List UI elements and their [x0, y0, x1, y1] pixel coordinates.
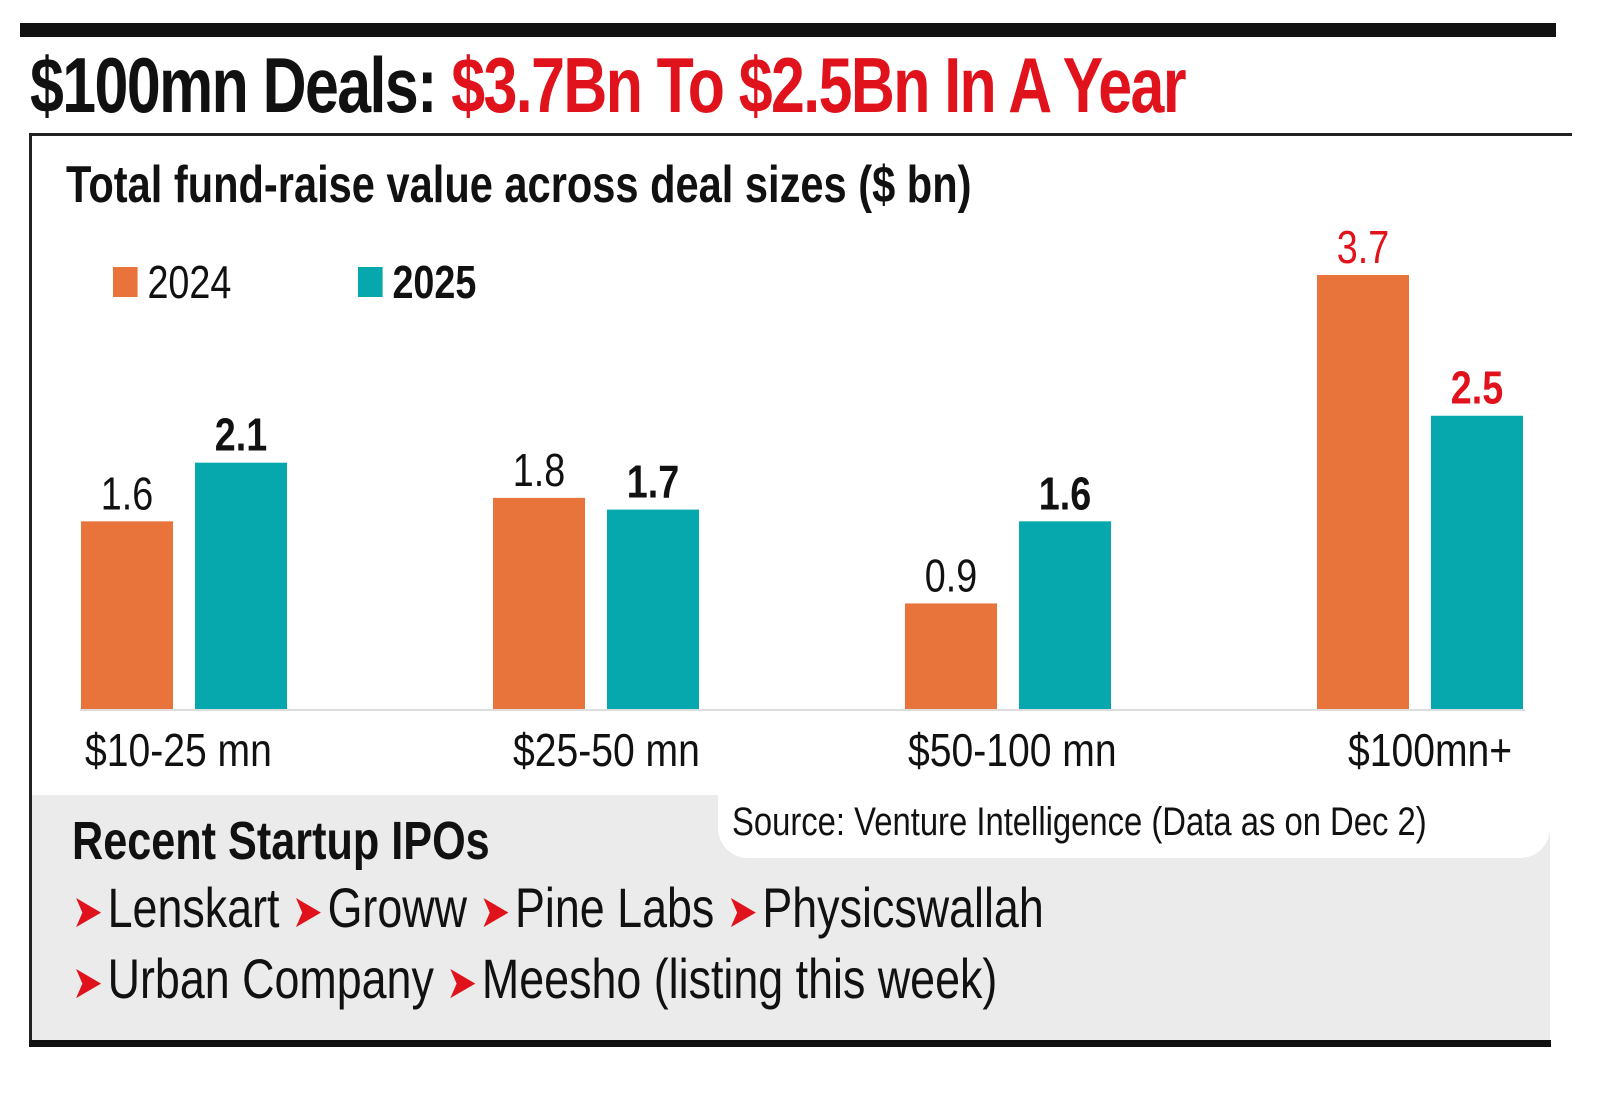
bar-chart: 1.6 2.1 $10-25 mn 1.8 1.7 $25-50 mn 0.9 1.6 $50-… — [80, 221, 1525, 777]
chevron-right-icon: ➤ — [726, 885, 758, 937]
legend-swatch-2025 — [358, 267, 383, 297]
ipo-item: Meesho (listing this week) — [481, 947, 998, 1010]
ipo-title: Recent Startup IPOs — [72, 811, 490, 871]
bar-2024-2 — [905, 603, 997, 709]
legend-item-2024: 2024 — [113, 255, 231, 309]
x-tick-label: $50-100 mn — [908, 725, 1117, 777]
headline: $100mn Deals: $3.7Bn To $2.5Bn In A Year — [30, 40, 1187, 131]
chevron-right-icon: ➤ — [72, 956, 103, 1008]
x-tick-label: $10-25 mn — [85, 725, 272, 777]
chevron-right-icon: ➤ — [291, 885, 323, 937]
data-label-2025-0: 2.1 — [215, 409, 267, 460]
chevron-right-icon: ➤ — [446, 956, 478, 1008]
ipo-item: Groww — [327, 876, 467, 939]
bar-2024-3 — [1317, 275, 1409, 709]
headline-red: $3.7Bn To $2.5Bn In A Year — [451, 41, 1186, 129]
x-tick-label: $25-50 mn — [513, 725, 700, 777]
top-rule — [20, 23, 1556, 37]
legend-label-2025: 2025 — [392, 256, 477, 308]
bar-2025-0 — [195, 462, 287, 709]
bar-2025-3 — [1431, 415, 1523, 709]
data-label-2024-0: 1.6 — [101, 468, 153, 519]
chevron-right-icon: ➤ — [479, 885, 511, 937]
data-label-2025-2: 1.6 — [1039, 468, 1091, 519]
data-label-2025-3: 2.5 — [1451, 362, 1503, 413]
ipo-line-2: ➤Urban Company ➤Meesho (listing this wee… — [72, 946, 997, 1011]
ipo-item: Pine Labs — [515, 876, 715, 939]
ipo-line-1: ➤Lenskart ➤Groww ➤Pine Labs ➤Physicswall… — [72, 875, 1044, 940]
data-label-2024-2: 0.9 — [925, 550, 977, 601]
data-label-2024-3: 3.7 — [1337, 221, 1389, 272]
ipo-item: Lenskart — [107, 876, 280, 939]
source-note: Source: Venture Intelligence (Data as on… — [732, 800, 1427, 844]
bar-2025-1 — [607, 509, 699, 709]
bar-2025-2 — [1019, 521, 1111, 709]
ipo-item: Physicswallah — [762, 876, 1044, 939]
bar-2024-0 — [81, 521, 173, 709]
data-label-2024-1: 1.8 — [513, 444, 565, 495]
chart-frame — [29, 133, 1572, 1046]
chevron-right-icon: ➤ — [72, 885, 103, 937]
ipo-item: Urban Company — [107, 947, 434, 1010]
legend-swatch-2024 — [113, 267, 138, 297]
bottom-rule — [29, 1040, 1551, 1047]
legend-item-2025: 2025 — [358, 255, 476, 309]
legend-label-2024: 2024 — [147, 256, 232, 308]
source-box: Source: Venture Intelligence (Data as on… — [718, 790, 1550, 858]
chart-title: Total fund-raise value across deal sizes… — [66, 156, 972, 214]
headline-black: $100mn Deals: — [30, 41, 437, 129]
x-tick-label: $100mn+ — [1348, 725, 1512, 777]
bar-2024-1 — [493, 497, 585, 709]
data-label-2025-1: 1.7 — [627, 456, 679, 507]
